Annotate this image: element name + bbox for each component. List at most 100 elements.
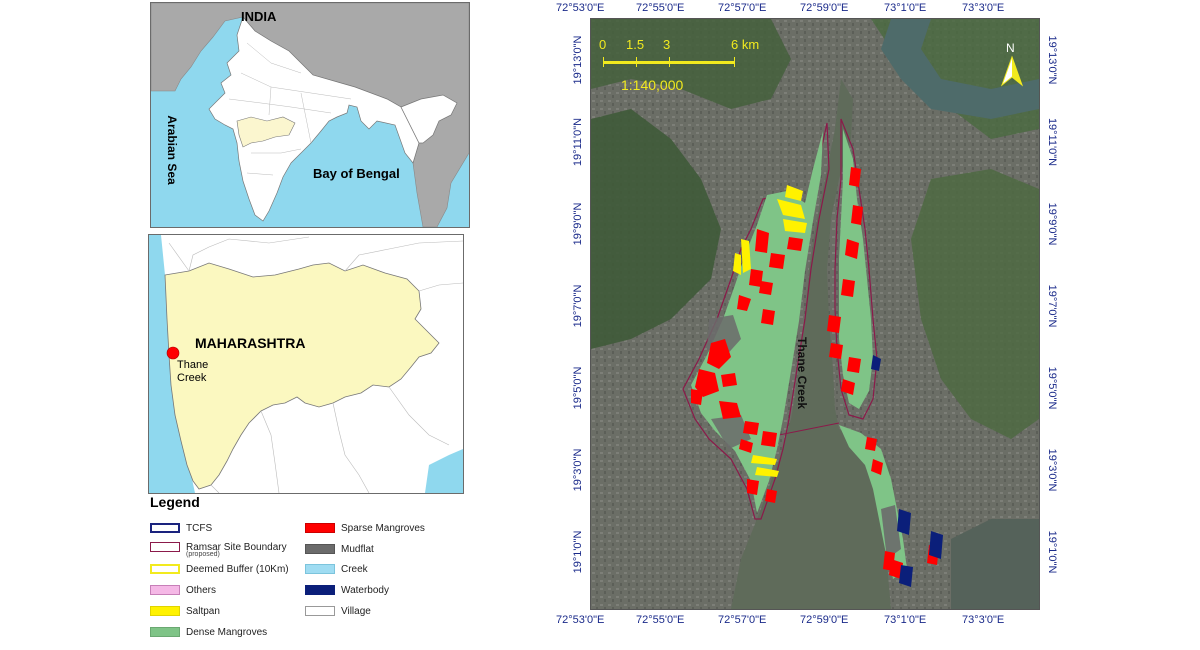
lon-label-top: 73°1'0"E	[884, 2, 927, 14]
north-arrow-icon: N	[999, 41, 1025, 87]
lat-label-right: 19°7'0"N	[1046, 284, 1058, 328]
lat-label-left: 19°1'0"N	[572, 530, 584, 574]
legend-label: Saltpan	[186, 605, 220, 617]
swatch-waterbody	[305, 585, 335, 595]
legend-title: Legend	[150, 494, 200, 510]
swatch-buffer	[150, 564, 180, 574]
ramsar-boundary-west	[682, 122, 830, 520]
lon-label-bottom: 72°57'0"E	[718, 614, 767, 626]
maharashtra-label: MAHARASHTRA	[195, 335, 306, 351]
maharashtra-inset-map: MAHARASHTRA Thane Creek	[148, 234, 464, 494]
swatch-village	[305, 606, 335, 616]
lon-label-bottom: 72°59'0"E	[800, 614, 849, 626]
scale-tick-1: 1.5	[626, 37, 645, 52]
legend-item-saltpan: Saltpan	[150, 604, 220, 618]
waterbodies	[871, 355, 943, 587]
legend-label: TCFS	[186, 522, 213, 534]
legend-label: Deemed Buffer (10Km)	[186, 563, 289, 575]
legend-item-ramsar: Ramsar Site Boundary (proposed)	[150, 540, 300, 558]
scale-tick-2: 3	[663, 37, 671, 52]
legend-item-mudflat: Mudflat	[305, 542, 374, 556]
ramsar-boundary-east	[834, 118, 878, 420]
legend-label: Others	[186, 584, 217, 596]
sparse-mangroves	[691, 167, 939, 579]
arabian-sea-label: Arabian Sea	[165, 115, 179, 185]
india-label: INDIA	[241, 9, 277, 24]
hills-west	[591, 109, 721, 349]
lat-label-right: 19°3'0"N	[1046, 448, 1058, 492]
legend-sublabel: (proposed)	[186, 551, 220, 558]
legend-label: Ramsar Site Boundary	[186, 541, 287, 553]
scale-bar	[603, 57, 735, 67]
lon-label-top: 72°59'0"E	[800, 2, 849, 14]
legend-label: Mudflat	[341, 543, 374, 555]
lon-label-top: 73°3'0"E	[962, 2, 1005, 14]
swatch-tcfs	[150, 523, 180, 533]
lat-label-right: 19°5'0"N	[1046, 366, 1058, 410]
legend: Legend TCFS Ramsar Site Boundary (propos…	[150, 494, 450, 644]
scale-tick-0: 0	[599, 37, 607, 52]
legend-label: Village	[341, 605, 371, 617]
lat-label-right: 19°1'0"N	[1046, 530, 1058, 574]
lon-label-bottom: 72°53'0"E	[556, 614, 605, 626]
lat-label-right: 19°11'0"N	[1046, 117, 1058, 167]
maharashtra-highlight	[236, 116, 296, 148]
lat-label-left: 19°13'0"N	[572, 35, 584, 85]
hills-east	[911, 169, 1039, 439]
lat-label-left: 19°7'0"N	[572, 284, 584, 328]
bay-of-bengal-label: Bay of Bengal	[313, 166, 400, 181]
lat-label-left: 19°5'0"N	[572, 366, 584, 410]
lat-label-left: 19°11'0"N	[572, 117, 584, 167]
india-northeast	[400, 94, 458, 144]
india-map-graphic	[151, 3, 469, 227]
sea-southeast	[951, 519, 1039, 609]
north-label: N	[1006, 41, 1015, 55]
main-map-graphic	[591, 19, 1039, 609]
swatch-saltpan	[150, 606, 180, 616]
legend-item-village: Village	[305, 604, 371, 618]
sea-southeast	[425, 449, 463, 493]
lat-label-left: 19°9'0"N	[572, 202, 584, 246]
legend-item-waterbody: Waterbody	[305, 583, 389, 597]
thane-creek-site-marker	[166, 346, 180, 360]
swatch-sparse-mangroves	[305, 523, 335, 533]
mudflat-southeast	[881, 505, 901, 559]
legend-label: Sparse Mangroves	[341, 522, 425, 534]
lat-label-left: 19°3'0"N	[572, 448, 584, 492]
legend-label: Dense Mangroves	[186, 626, 268, 638]
river-northeast	[881, 19, 1039, 119]
legend-item-tcfs: TCFS	[150, 521, 212, 535]
creek-label-inset: Creek	[177, 372, 207, 384]
legend-item-creek: Creek	[305, 562, 368, 576]
swatch-others	[150, 585, 180, 595]
legend-item-buffer: Deemed Buffer (10Km)	[150, 562, 289, 576]
lon-label-top: 72°57'0"E	[718, 2, 767, 14]
legend-item-sparse-mangroves: Sparse Mangroves	[305, 521, 425, 535]
swatch-mudflat	[305, 544, 335, 554]
legend-label: Creek	[341, 563, 368, 575]
legend-item-others: Others	[150, 583, 216, 597]
scale-tick-3: 6 km	[731, 37, 760, 52]
swatch-creek	[305, 564, 335, 574]
thane-label: Thane	[177, 359, 209, 371]
lon-label-bottom: 72°55'0"E	[636, 614, 685, 626]
legend-label: Waterbody	[341, 584, 389, 596]
legend-item-dense-mangroves: Dense Mangroves	[150, 625, 267, 639]
india-inset-map: INDIA Arabian Sea Bay of Bengal	[150, 2, 470, 228]
swatch-ramsar	[150, 542, 180, 552]
dense-mangroves-east	[839, 129, 873, 409]
lon-label-bottom: 73°3'0"E	[962, 614, 1005, 626]
swatch-dense-mangroves	[150, 627, 180, 637]
india-landmass	[208, 16, 420, 222]
lon-label-bottom: 73°1'0"E	[884, 614, 927, 626]
lon-label-top: 72°55'0"E	[636, 2, 685, 14]
lon-label-top: 72°53'0"E	[556, 2, 605, 14]
neighbor-borders	[168, 236, 463, 493]
thane-creek-water	[731, 79, 891, 609]
thane-creek-main-map: 0 1.5 3 6 km 1:140,000 N Thane Creek	[590, 18, 1040, 610]
lat-label-right: 19°9'0"N	[1046, 202, 1058, 246]
maharashtra-map-graphic	[149, 235, 463, 493]
scale-ratio: 1:140,000	[621, 77, 684, 93]
lat-label-right: 19°13'0"N	[1046, 35, 1058, 85]
saltpans	[733, 185, 807, 477]
